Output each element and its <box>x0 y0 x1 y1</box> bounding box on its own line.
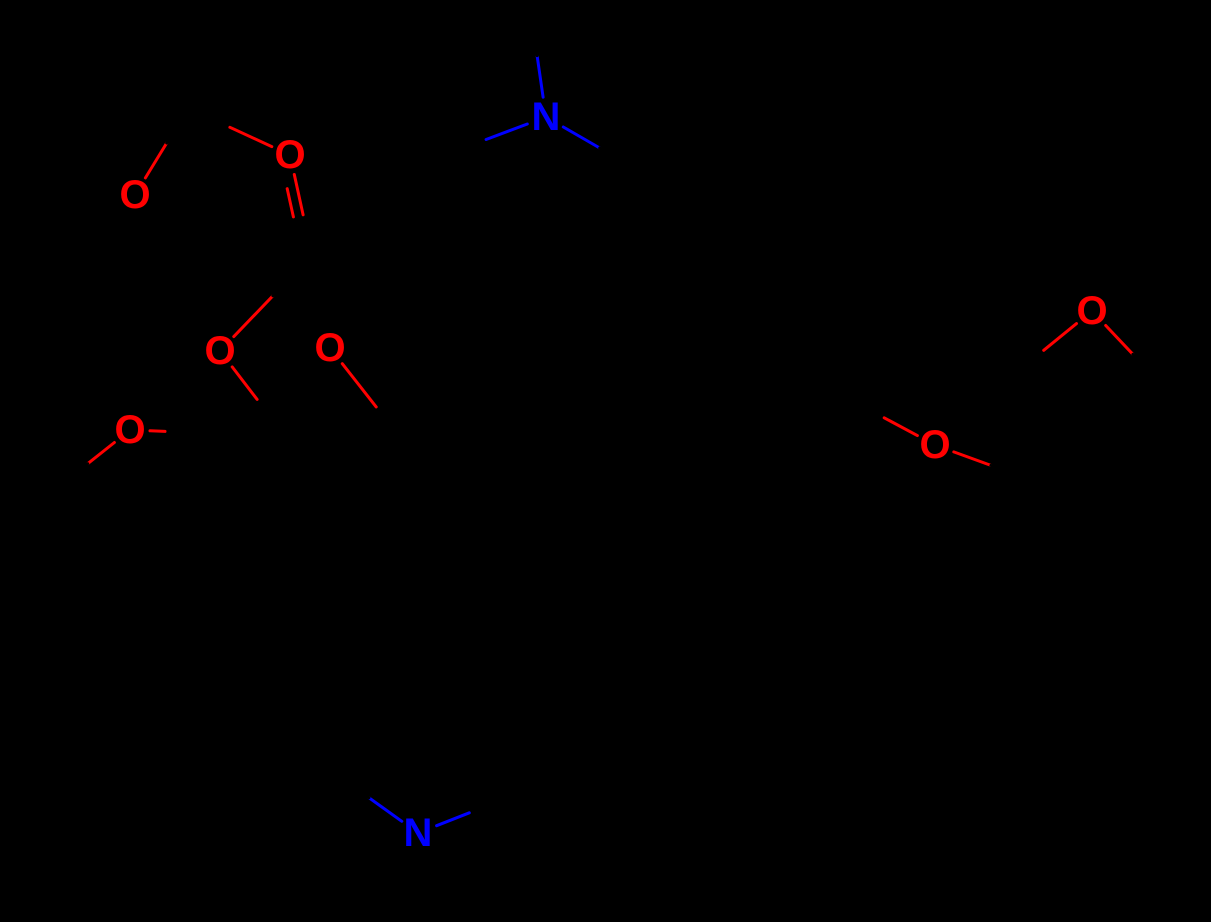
atom-label-o: O <box>1076 289 1107 333</box>
bond <box>165 431 180 432</box>
background <box>0 0 1211 922</box>
atom-label-n: N <box>532 95 561 139</box>
atom-label-o: O <box>274 133 305 177</box>
bond <box>850 400 851 498</box>
atom-label-o: O <box>919 423 950 467</box>
bond <box>312 253 415 255</box>
atom-label-o: O <box>204 329 235 373</box>
bond <box>150 431 165 432</box>
atom-label-n: N <box>404 811 433 855</box>
atom-label-o: O <box>114 408 145 452</box>
atom-label-o: O <box>314 326 345 370</box>
atom-label-o: O <box>119 173 150 217</box>
molecule-diagram: N O O O O O N O O <box>0 0 1211 922</box>
bond <box>1028 478 1125 479</box>
